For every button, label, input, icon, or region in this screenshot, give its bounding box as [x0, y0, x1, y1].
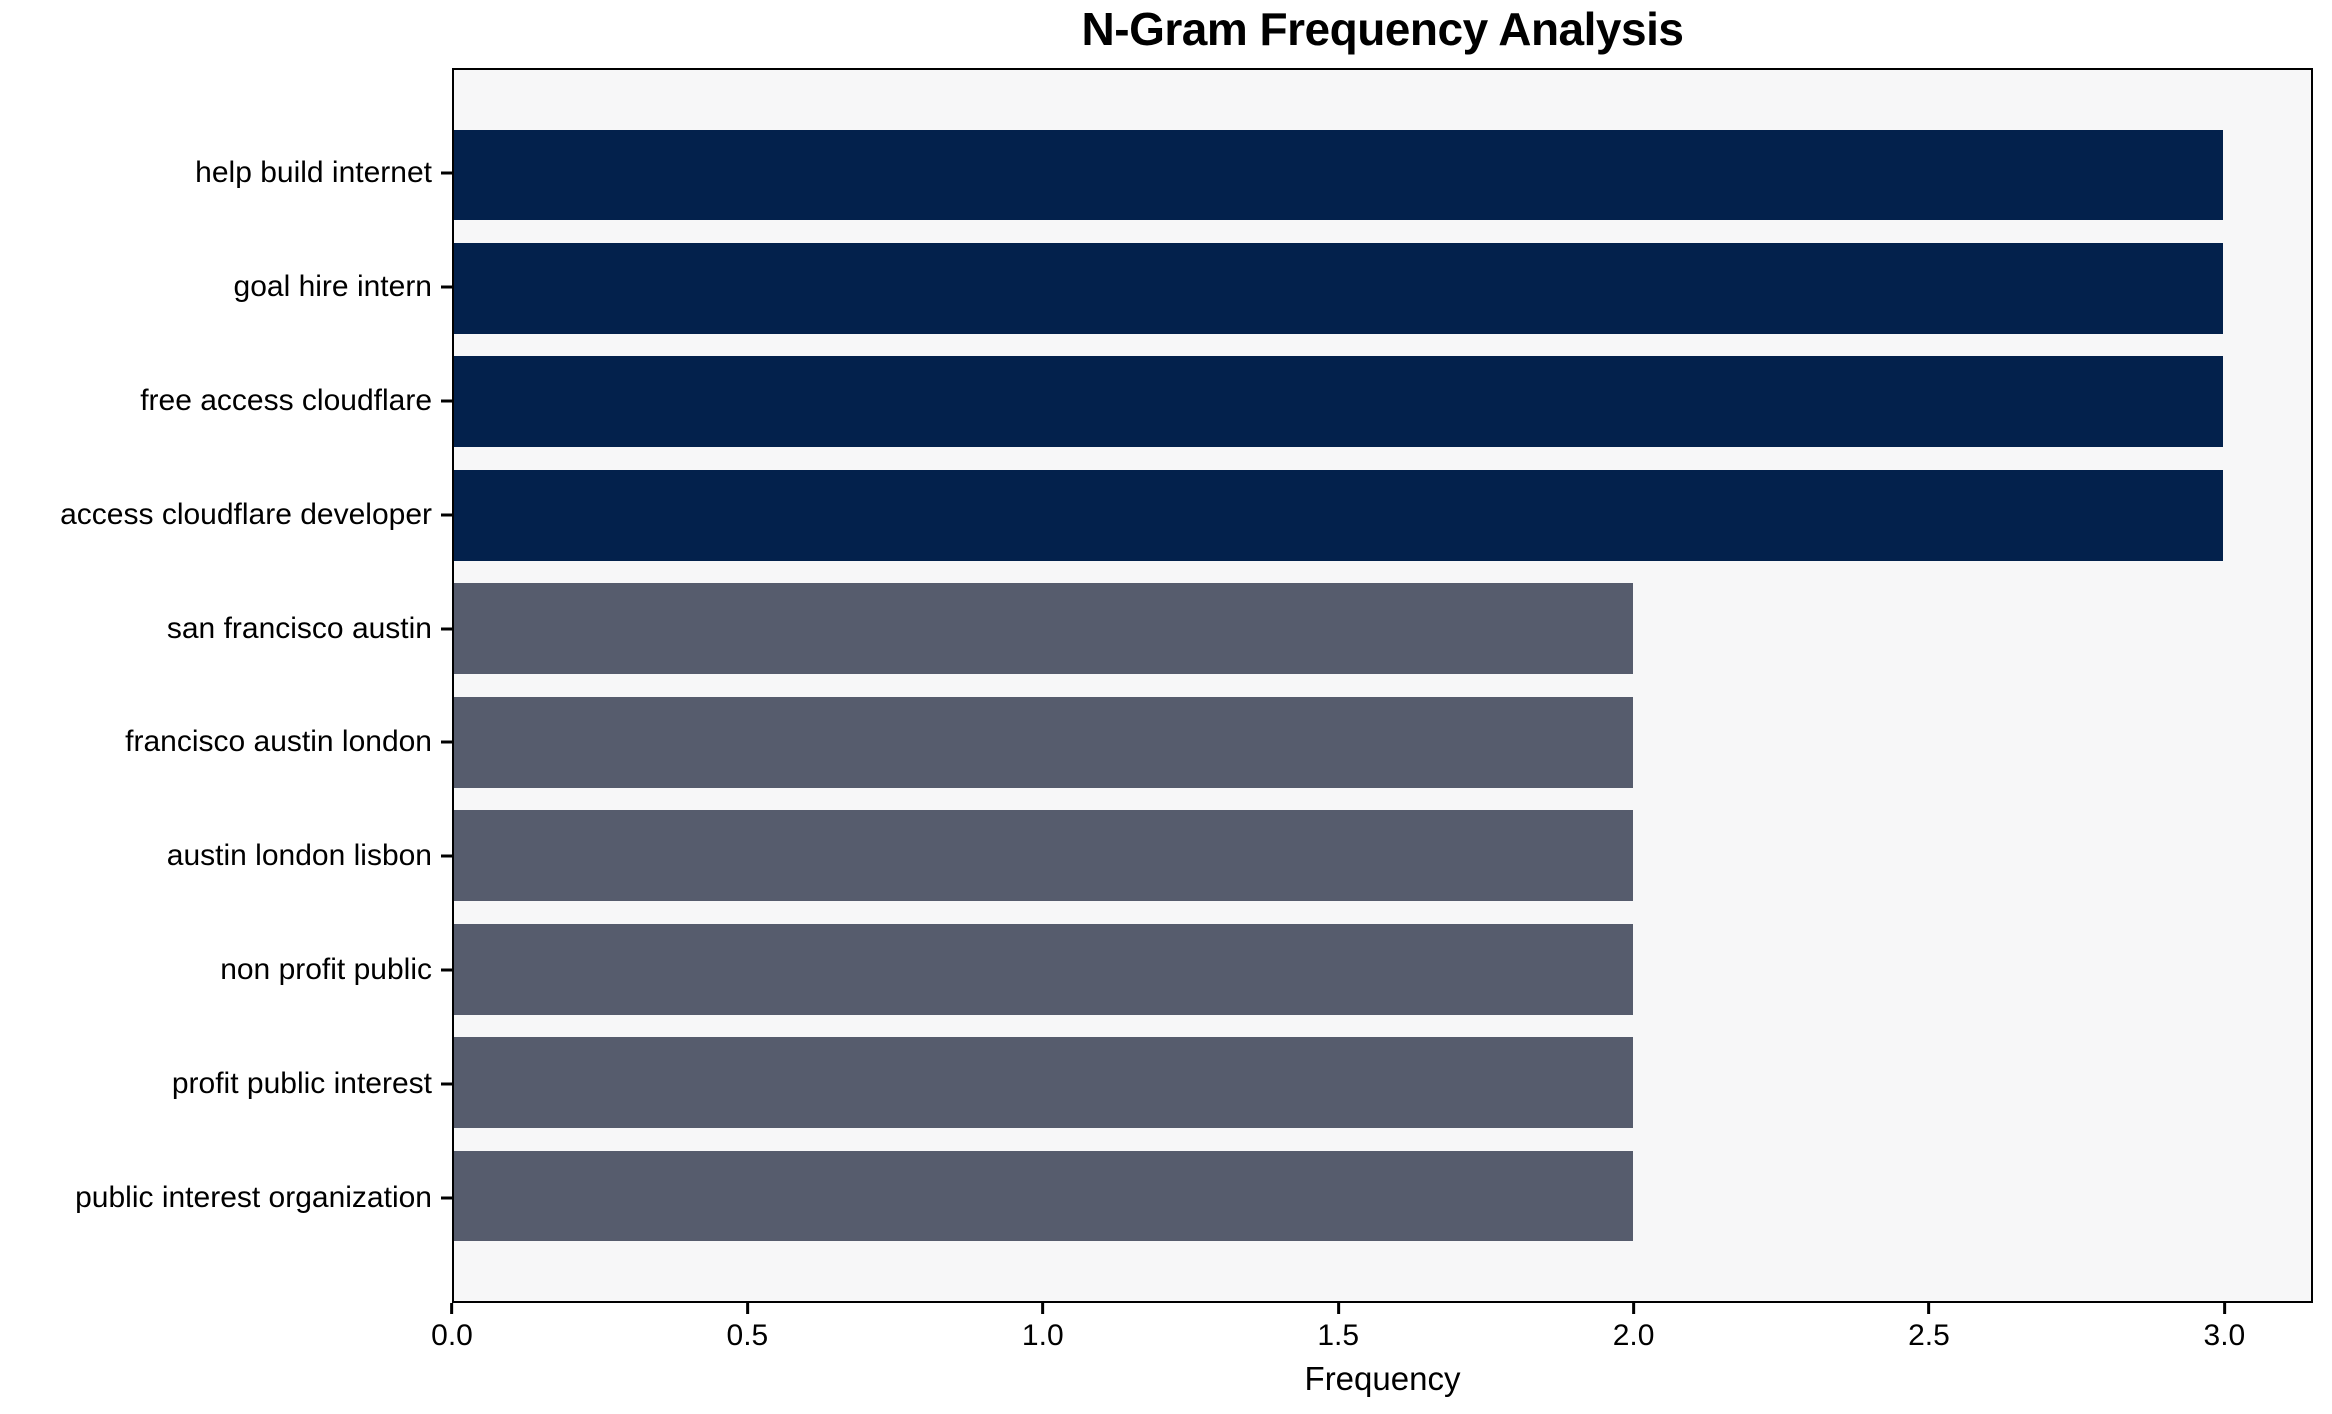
- bar-public-interest-organization: [454, 1150, 1634, 1242]
- x-tick-mark: [450, 1303, 454, 1314]
- x-tick: 3.0: [2203, 1303, 2246, 1352]
- y-tick-mark: [441, 285, 452, 289]
- bar-francisco-austin-london: [454, 696, 1634, 788]
- y-tick-mark: [441, 854, 452, 858]
- y-tick-mark: [441, 740, 452, 744]
- x-tick-mark: [2222, 1303, 2226, 1314]
- y-tick-label: francisco austin london: [125, 725, 432, 759]
- x-tick: 2.5: [1908, 1303, 1950, 1351]
- bar-access-cloudflare-developer: [454, 469, 2223, 561]
- bar-free-access-cloudflare: [454, 356, 2223, 448]
- y-tick-label: help build internet: [195, 156, 432, 190]
- x-tick-label: 0.5: [726, 1319, 769, 1352]
- x-tick-mark: [1632, 1303, 1636, 1314]
- y-axis-tick-labels: help build internet goal hire intern free …: [0, 68, 432, 1303]
- bar-profit-public-interest: [454, 1037, 1634, 1128]
- y-axis-tick-marks: [441, 68, 452, 1303]
- x-axis-label: Frequency: [1304, 1360, 1461, 1397]
- bar-non-profit-public: [454, 923, 1634, 1015]
- y-tick-mark: [441, 1196, 452, 1200]
- y-tick-mark: [441, 627, 452, 631]
- plot-area: [452, 68, 2313, 1303]
- bar-help-build-internet: [454, 129, 2223, 221]
- bar-goal-hire-intern: [454, 243, 2223, 334]
- y-tick-mark: [441, 1082, 452, 1086]
- x-axis-tick-marks: 0.0 0.5 1.0 1.5 2.0 2.5 3.0: [431, 1303, 2313, 1373]
- x-tick-label: 2.5: [1908, 1319, 1950, 1352]
- y-tick-label: goal hire intern: [233, 270, 432, 304]
- x-tick-label: 3.0: [2203, 1319, 2246, 1352]
- y-tick-label: access cloudflare developer: [60, 497, 432, 531]
- x-tick-mark: [1927, 1303, 1931, 1314]
- x-tick-mark: [1336, 1303, 1340, 1314]
- x-tick-mark: [1041, 1303, 1045, 1314]
- y-tick-label: public interest organization: [75, 1180, 432, 1214]
- y-tick-label: austin london lisbon: [166, 839, 432, 873]
- x-tick-mark: [745, 1303, 749, 1314]
- bar-austin-london-lisbon: [454, 810, 1634, 902]
- y-tick-label: profit public interest: [171, 1066, 432, 1100]
- bar-san-francisco-austin: [454, 583, 1634, 675]
- y-tick-mark: [441, 968, 452, 972]
- y-tick-label: san francisco austin: [166, 611, 432, 645]
- x-tick-label: 0.0: [431, 1319, 473, 1352]
- y-tick-mark: [441, 513, 452, 517]
- chart-title: N-Gram Frequency Analysis: [1081, 3, 1684, 55]
- x-tick: 2.0: [1612, 1303, 1655, 1352]
- x-tick-label: 1.5: [1317, 1319, 1360, 1352]
- x-tick-label: 1.0: [1021, 1319, 1064, 1352]
- x-tick: 1.0: [1022, 1303, 1064, 1351]
- x-tick: 1.5: [1317, 1303, 1359, 1351]
- y-tick-mark: [441, 399, 452, 403]
- y-tick-label: non profit public: [220, 953, 432, 987]
- x-tick: 0.0: [431, 1303, 473, 1351]
- y-tick-label: free access cloudflare: [140, 383, 432, 417]
- y-tick-mark: [441, 171, 452, 175]
- x-tick-label: 2.0: [1612, 1319, 1655, 1352]
- x-tick: 0.5: [726, 1303, 769, 1352]
